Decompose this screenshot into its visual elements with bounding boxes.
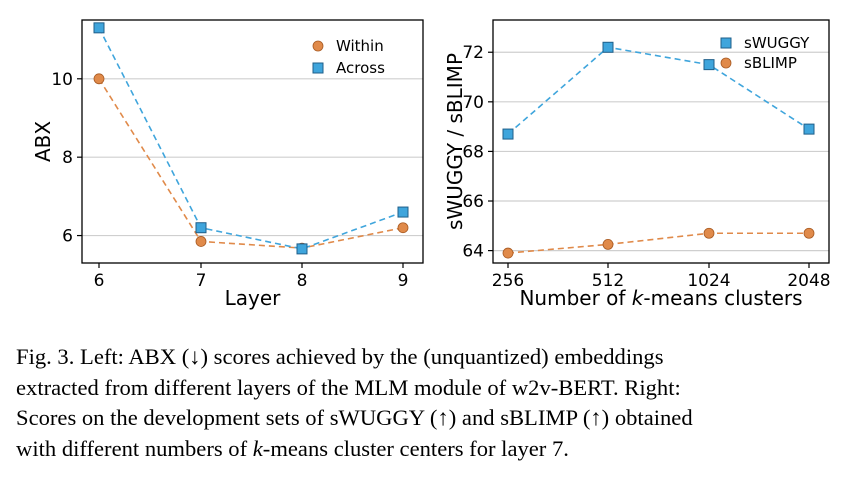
data-point-c1-swuggy-1 bbox=[602, 41, 614, 53]
xtick-label-c1-1: 512 bbox=[592, 271, 624, 291]
data-point-c0-across-0 bbox=[93, 22, 105, 34]
legend-label-c0-1: Across bbox=[336, 59, 385, 77]
data-point-c0-within-1 bbox=[195, 236, 207, 247]
data-point-c0-across-1 bbox=[195, 222, 207, 234]
data-point-c1-sblimp-2 bbox=[703, 227, 715, 239]
legend-marker-c1-1 bbox=[720, 57, 732, 69]
legend-label-c0-0: Within bbox=[336, 37, 384, 55]
y-axis-label-0: ABX bbox=[31, 121, 55, 162]
x-axis-label-1-part-0: Number of bbox=[519, 286, 631, 310]
data-point-c1-swuggy-2 bbox=[703, 59, 715, 71]
data-point-c0-within-0 bbox=[93, 73, 105, 85]
plot-frame-1 bbox=[492, 19, 830, 264]
ytick-label-c0-0: 6 bbox=[62, 227, 73, 247]
figure-caption: Fig. 3. Left: ABX (↓) scores achieved by… bbox=[16, 342, 852, 464]
series-line-c1-sblimp bbox=[507, 232, 809, 254]
data-point-c0-across-3 bbox=[397, 206, 409, 218]
xtick-label-c0-3: 9 bbox=[398, 271, 409, 291]
data-point-c1-sblimp-3 bbox=[803, 227, 815, 239]
caption-line-1: Fig. 3. Left: ABX (↓) scores achieved by… bbox=[16, 344, 664, 369]
ytick-label-c1-2: 68 bbox=[462, 142, 484, 162]
x-axis-label-1-part-2: -means clusters bbox=[643, 286, 802, 310]
caption-line-4: with different numbers of k-means cluste… bbox=[16, 434, 852, 465]
ytick-label-c1-4: 72 bbox=[462, 43, 484, 63]
y-axis-label-1: sWUGGY / sBLIMP bbox=[443, 53, 467, 230]
caption-line-4-part-1: with different numbers of bbox=[16, 435, 253, 461]
legend-marker-c0-1 bbox=[312, 62, 324, 74]
legend-marker-c1-0 bbox=[720, 37, 732, 49]
caption-line-2: extracted from different layers of the M… bbox=[16, 374, 681, 400]
data-point-c1-sblimp-1 bbox=[602, 239, 614, 250]
caption-line-4-part-2: k bbox=[252, 435, 263, 461]
xtick-label-c0-2: 8 bbox=[297, 271, 308, 291]
ytick-label-c0-2: 10 bbox=[51, 70, 73, 90]
xtick-label-c1-0: 256 bbox=[492, 271, 524, 291]
xtick-label-c0-0: 6 bbox=[94, 271, 105, 291]
xtick-label-c1-2: 1024 bbox=[687, 271, 730, 291]
series-line-c0-within bbox=[98, 78, 404, 249]
ytick-label-c0-1: 8 bbox=[62, 148, 73, 168]
legend-marker-c0-0 bbox=[312, 40, 324, 52]
plot-frame-0 bbox=[81, 19, 424, 264]
series-line-c1-swuggy bbox=[507, 46, 810, 135]
data-point-c0-across-2 bbox=[296, 243, 308, 255]
data-point-c1-swuggy-3 bbox=[803, 123, 815, 135]
legend-label-c1-0: sWUGGY bbox=[744, 34, 810, 52]
data-point-c1-sblimp-0 bbox=[502, 247, 514, 259]
series-line-c0-across bbox=[98, 27, 404, 250]
ytick-label-c1-3: 70 bbox=[462, 93, 484, 113]
legend-label-c1-1: sBLIMP bbox=[744, 54, 797, 72]
xtick-label-c0-1: 7 bbox=[196, 271, 207, 291]
data-point-c0-within-3 bbox=[397, 222, 409, 234]
caption-line-4-part-3: -means cluster centers for layer 7. bbox=[262, 435, 569, 461]
ytick-label-c1-1: 66 bbox=[462, 192, 484, 212]
caption-line-3: Scores on the development sets of sWUGGY… bbox=[16, 405, 693, 430]
data-point-c1-swuggy-0 bbox=[502, 128, 514, 140]
xtick-label-c1-3: 2048 bbox=[787, 271, 830, 291]
x-axis-label-1-part-1: k bbox=[632, 286, 645, 310]
x-axis-label-0: Layer bbox=[225, 286, 282, 310]
x-axis-label-1: Number of k-means clusters bbox=[519, 286, 802, 310]
ytick-label-c1-0: 64 bbox=[462, 242, 484, 262]
